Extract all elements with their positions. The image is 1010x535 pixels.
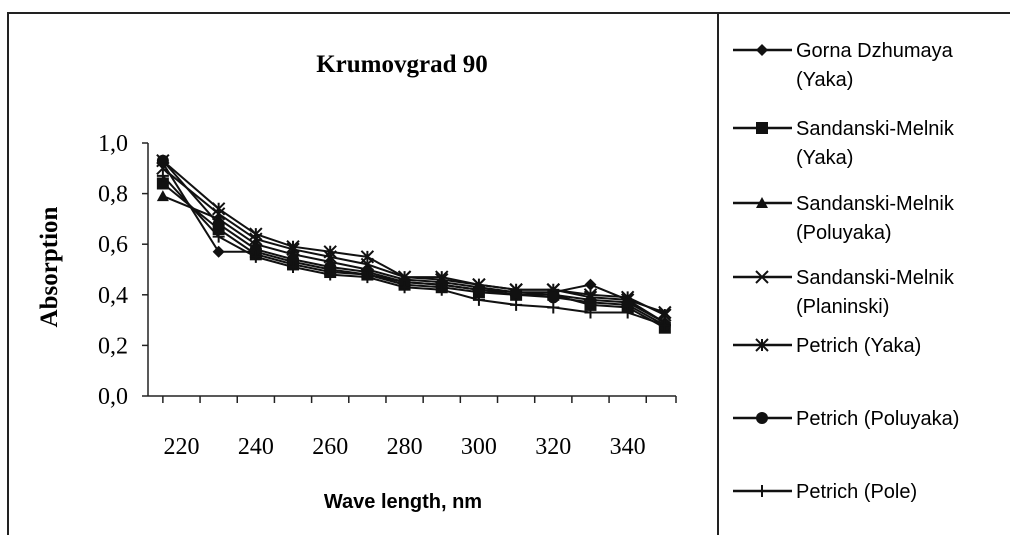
data-point	[472, 283, 485, 296]
data-point	[156, 190, 169, 202]
x-tick-label: 240	[238, 434, 274, 460]
x-tick-label: 220	[163, 434, 199, 460]
data-point	[756, 485, 768, 497]
data-point	[211, 202, 226, 216]
data-point	[584, 306, 597, 319]
data-point	[361, 271, 374, 284]
y-tick-label: 0,8	[98, 182, 128, 208]
series-line	[162, 182, 666, 329]
y-tick-label: 1,0	[98, 131, 128, 157]
x-tick-label: 300	[461, 434, 497, 460]
data-point	[249, 250, 262, 263]
x-axis-label: Wave length, nm	[324, 491, 482, 513]
data-point	[756, 122, 768, 134]
data-point	[286, 240, 300, 254]
data-point	[472, 293, 485, 306]
y-axis-label: Absorption	[36, 206, 63, 327]
legend-entries: Gorna Dzhumaya (Yaka) Sandanski-Melnik (Yak…	[733, 40, 959, 503]
data-point	[621, 306, 634, 319]
series-line	[162, 159, 666, 316]
legend-label: (Poluyaka)	[796, 222, 892, 244]
data-point	[658, 308, 672, 322]
data-point	[435, 283, 448, 296]
y-tick-label: 0,6	[98, 232, 128, 258]
data-point	[584, 278, 597, 291]
data-point	[249, 243, 262, 256]
chart-title: Krumovgrad 90	[316, 51, 488, 78]
data-point	[755, 338, 769, 352]
legend-label: (Yaka)	[796, 147, 853, 169]
legend-label: Gorna Dzhumaya	[796, 40, 954, 62]
data-point	[584, 296, 597, 309]
legend-label: (Planinski)	[796, 296, 889, 318]
data-point	[547, 291, 560, 304]
x-tick-label: 320	[535, 434, 571, 460]
data-point	[756, 412, 768, 424]
legend-label: Sandanski-Melnik	[796, 267, 955, 289]
data-point	[510, 288, 523, 301]
data-point	[360, 250, 375, 264]
series-line	[162, 167, 666, 314]
data-point	[287, 260, 300, 273]
y-tick-label: 0,0	[98, 384, 128, 410]
data-point	[323, 245, 337, 259]
data-point	[156, 154, 169, 167]
data-point	[755, 270, 769, 284]
legend-label: Sandanski-Melnik	[796, 193, 955, 215]
data-point	[398, 281, 411, 294]
legend-label: Petrich (Yaka)	[796, 335, 921, 357]
x-tick-label: 340	[610, 434, 646, 460]
series-line	[162, 160, 666, 327]
data-point	[756, 197, 768, 208]
data-point	[212, 230, 225, 243]
x-tick-label: 280	[387, 434, 423, 460]
legend	[717, 12, 1010, 535]
legend-label: Petrich (Poluyaka)	[796, 408, 959, 430]
legend-label: (Yaka)	[796, 69, 853, 91]
series-line	[162, 195, 666, 324]
data-point	[658, 319, 671, 332]
plot-area: 0,0 0,2 0,4 0,6 0,8 1,0 220 240 260 280 300 320 340	[98, 131, 677, 460]
legend-label: Petrich (Pole)	[796, 481, 917, 503]
data-point	[212, 217, 225, 230]
y-tick-label: 0,4	[98, 283, 128, 309]
data-point	[510, 298, 523, 311]
chart-area	[7, 12, 1010, 535]
data-point	[756, 44, 768, 56]
data-point	[287, 253, 300, 266]
data-point	[212, 245, 225, 258]
data-point	[621, 298, 634, 311]
data-point	[156, 169, 169, 182]
data-point	[547, 301, 560, 314]
series-line	[162, 175, 666, 327]
x-tick-label: 260	[312, 434, 348, 460]
data-point	[324, 260, 337, 273]
data-point	[249, 227, 263, 241]
data-point	[324, 268, 337, 281]
y-tick-label: 0,2	[98, 333, 128, 359]
legend-label: Sandanski-Melnik	[796, 118, 955, 140]
